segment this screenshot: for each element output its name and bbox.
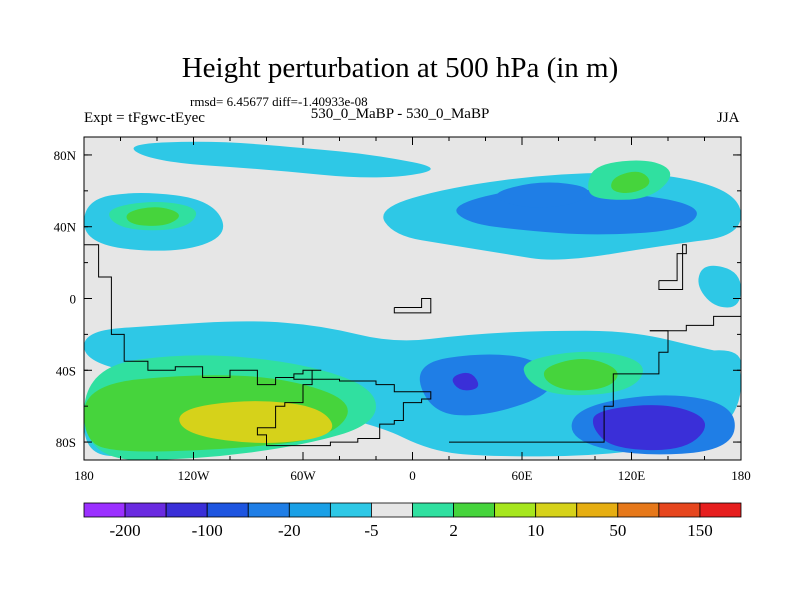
colorbar-swatch	[83, 502, 126, 518]
x-tick-label: 0	[409, 468, 416, 483]
y-tick-label: 80N	[54, 148, 77, 163]
x-tick-label: 60W	[290, 468, 316, 483]
colorbar-label: 150	[687, 521, 713, 540]
colorbar-label: -20	[278, 521, 301, 540]
page-title: Height perturbation at 500 hPa (in m)	[181, 52, 619, 84]
colorbar-swatch	[288, 502, 331, 518]
comparison-label: 530_0_MaBP - 530_0_MaBP	[310, 106, 490, 122]
colorbar-swatch	[247, 502, 290, 518]
x-tick-label: 60E	[512, 468, 533, 483]
colorbar-swatch	[206, 502, 249, 518]
colorbar-label: -200	[109, 521, 140, 540]
colorbar-swatch	[494, 502, 537, 518]
colorbar-swatch	[329, 502, 372, 518]
colorbar-swatch	[576, 502, 619, 518]
colorbar-label: -5	[364, 521, 378, 540]
contour-region	[693, 350, 741, 380]
colorbar-label: 50	[609, 521, 626, 540]
continent-outline	[449, 330, 669, 443]
colorbar-label: -100	[192, 521, 223, 540]
colorbar-swatch	[535, 502, 578, 518]
colorbar-label: 10	[527, 521, 544, 540]
continent-outline	[393, 298, 432, 314]
y-tick-label: 40N	[54, 220, 77, 235]
colorbar-swatch	[412, 502, 454, 518]
colorbar: -200 -100 -20 -5 2 10 50 150	[83, 502, 742, 540]
experiment-label: Expt = tFgwc-tEyec	[84, 110, 205, 126]
contour-region	[126, 207, 179, 226]
x-axis: 180 120W 60W 0 60E 120E 180	[74, 137, 751, 483]
rmsd-stats: rmsd= 6.45677 diff=-1.40933e-08	[190, 94, 368, 109]
continent-outline	[649, 307, 741, 332]
continent-outline	[84, 244, 432, 447]
colorbar-swatch	[124, 502, 167, 518]
x-tick-label: 180	[731, 468, 751, 483]
contour-region	[496, 182, 589, 208]
y-tick-label: 0	[70, 292, 77, 307]
y-tick-label: 40S	[56, 363, 76, 378]
colorbar-swatch	[617, 502, 660, 518]
x-tick-label: 180	[74, 468, 94, 483]
colorbar-swatch	[699, 502, 742, 518]
contour-region	[452, 372, 479, 391]
contour-region	[133, 141, 431, 178]
contour-region	[543, 358, 618, 391]
y-axis: 80N 40N 0 40S 80S	[54, 148, 741, 450]
contour-regions	[84, 141, 741, 460]
y-tick-label: 80S	[56, 435, 76, 450]
colorbar-swatch	[453, 502, 496, 518]
colorbar-swatch	[165, 502, 208, 518]
x-tick-label: 120W	[178, 468, 211, 483]
season-label: JJA	[717, 110, 740, 126]
colorbar-label: 2	[449, 521, 458, 540]
contour-region	[592, 405, 706, 451]
continent-outline	[658, 244, 687, 290]
contour-region	[179, 401, 333, 443]
x-tick-label: 120E	[618, 468, 646, 483]
contour-region	[611, 171, 650, 194]
colorbar-swatch	[371, 502, 413, 518]
contour-region	[419, 354, 552, 416]
contour-region	[698, 265, 741, 308]
colorbar-swatch	[658, 502, 701, 518]
continent-outlines	[84, 244, 741, 447]
